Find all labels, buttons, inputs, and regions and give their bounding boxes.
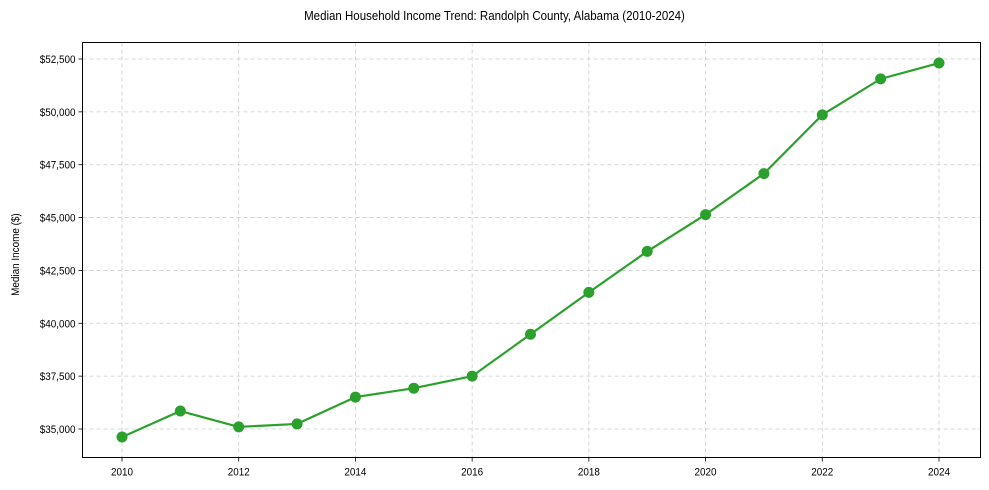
data-point-marker	[349, 391, 361, 403]
y-tick-label: $52,500	[40, 55, 76, 67]
data-series	[116, 57, 945, 443]
data-point-marker	[291, 418, 303, 430]
y-tick-label: $50,000	[40, 107, 76, 119]
x-tick-label: 2016	[461, 467, 483, 479]
data-point-marker	[174, 405, 186, 417]
data-point-marker	[233, 421, 245, 433]
x-tick-label: 2024	[928, 467, 950, 479]
data-point-marker	[641, 245, 653, 257]
x-axis-ticks: 2010 2012 2014 2016 2018 2020 2022 2024	[111, 457, 950, 479]
data-point-marker	[466, 370, 478, 382]
data-point-marker	[583, 286, 595, 298]
data-point-marker	[700, 209, 712, 221]
y-tick-label: $40,000	[40, 319, 76, 331]
y-tick-label: $37,500	[40, 372, 76, 384]
data-point-marker	[116, 431, 128, 443]
data-point-marker	[933, 57, 945, 69]
data-point-marker	[758, 168, 770, 180]
data-point-marker	[408, 382, 420, 394]
plot-frame	[82, 42, 981, 458]
x-tick-label: 2022	[811, 467, 833, 479]
data-point-marker	[525, 328, 536, 340]
y-tick-label: $47,500	[40, 160, 76, 172]
y-tick-label: $42,500	[40, 266, 76, 278]
y-axis-ticks: $35,000 $37,500 $40,000 $42,500 $45,000 $47,5…	[40, 55, 83, 437]
series-line	[121, 61, 940, 439]
chart-title: Median Household Income Trend: Randolph …	[304, 9, 685, 23]
y-tick-label: $35,000	[40, 425, 76, 437]
data-point-marker	[816, 109, 828, 121]
data-point-marker	[875, 73, 887, 85]
y-tick-label: $45,000	[40, 213, 76, 225]
gridlines	[82, 42, 981, 458]
x-tick-label: 2018	[578, 467, 600, 479]
x-tick-label: 2010	[111, 467, 133, 479]
x-tick-label: 2014	[344, 467, 366, 479]
x-tick-label: 2012	[228, 467, 250, 479]
x-tick-label: 2020	[695, 467, 717, 479]
